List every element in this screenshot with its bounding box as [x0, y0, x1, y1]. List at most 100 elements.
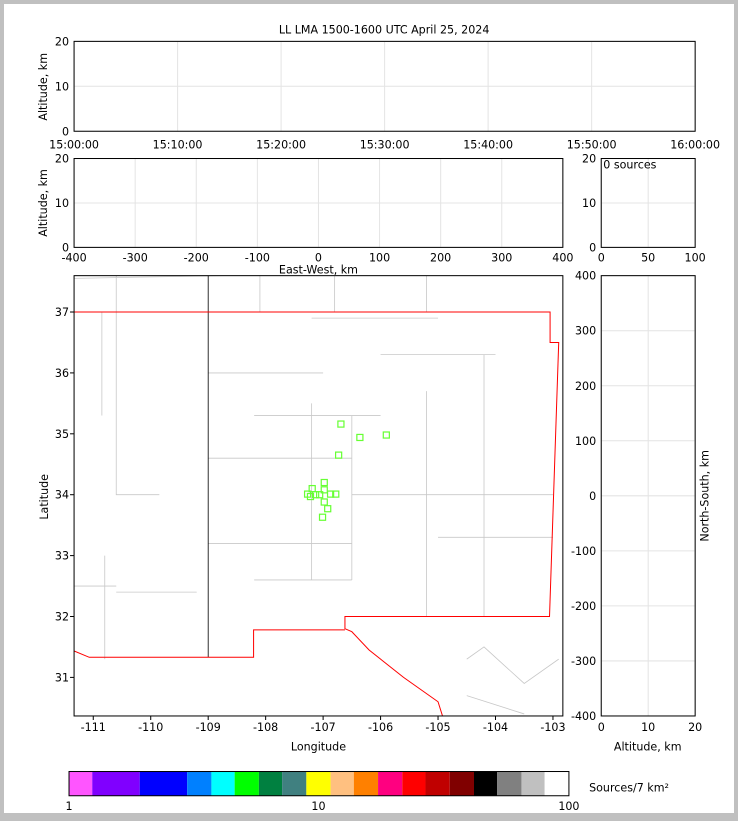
figure: LL LMA 1500-1600 UTC April 25, 2024 15:00…: [4, 4, 734, 813]
y-axis-label: North-South, km: [698, 450, 711, 542]
time-altitude-panel: [73, 40, 696, 132]
x-axis-label: Altitude, km: [614, 740, 682, 753]
y-tick-label: -100: [571, 545, 596, 558]
y-tick-label: -400: [571, 710, 596, 723]
colorbar-segment: [473, 771, 498, 796]
plan-view-panel: [73, 275, 564, 717]
colorbar-segment: [497, 771, 522, 796]
x-tick-label: -110: [138, 721, 163, 734]
y-tick-label: 0: [589, 490, 596, 503]
y-tick-label: 20: [55, 35, 69, 48]
x-tick-label: 15:10:00: [153, 138, 203, 151]
colorbar-segment: [402, 771, 426, 796]
y-tick-label: 36: [55, 367, 69, 380]
y-tick-label: 10: [55, 197, 69, 210]
colorbar-segment: [378, 771, 403, 796]
x-tick-label: 0: [315, 252, 322, 265]
y-tick-label: 0: [62, 241, 69, 254]
x-tick-label: -104: [483, 721, 508, 734]
x-tick-label: 400: [552, 252, 573, 265]
y-tick-label: -200: [571, 600, 596, 613]
map-borders: [74, 275, 560, 716]
colorbar-segment: [353, 771, 379, 796]
colorbar-tick-label: 10: [311, 800, 325, 813]
source-point: [316, 491, 324, 499]
lma-figure: LL LMA 1500-1600 UTC April 25, 2024 15:00…: [37, 23, 720, 813]
altitude-northsouth-panel: [600, 275, 696, 717]
colorbar-segment: [521, 771, 545, 796]
colorbar-segment: [234, 771, 259, 796]
source-point: [326, 490, 335, 498]
colorbar-segment: [449, 771, 474, 796]
y-tick-label: 33: [55, 550, 69, 563]
source-point: [324, 505, 332, 513]
source-point: [320, 486, 328, 494]
county-line: [466, 646, 559, 685]
chart-title: LL LMA 1500-1600 UTC April 25, 2024: [279, 23, 490, 36]
y-tick-label: 37: [55, 306, 69, 319]
x-tick-label: -105: [425, 721, 450, 734]
colorbar-segment: [306, 771, 331, 796]
y-tick-label: 35: [55, 428, 69, 441]
y-tick-label: 0: [62, 125, 69, 138]
colorbar-segment: [211, 771, 235, 796]
x-tick-label: 15:30:00: [360, 138, 410, 151]
county-line: [466, 695, 525, 715]
x-tick-label: 300: [491, 252, 512, 265]
colorbar-tick-label: 1: [65, 800, 72, 813]
network-boundary: [74, 311, 560, 716]
x-tick-label: 100: [685, 252, 706, 265]
x-tick-label: 15:50:00: [567, 138, 617, 151]
eastwest-altitude-panel: [73, 158, 564, 248]
x-tick-label: -107: [311, 721, 336, 734]
x-tick-label: 20: [688, 721, 702, 734]
x-tick-label: 50: [641, 252, 655, 265]
x-axis-label: Longitude: [291, 740, 346, 753]
county-line: [115, 275, 160, 496]
y-tick-label: 200: [575, 380, 596, 393]
x-tick-label: 15:40:00: [463, 138, 513, 151]
x-tick-label: -200: [184, 252, 209, 265]
x-tick-label: 0: [598, 721, 605, 734]
y-tick-label: 10: [582, 197, 596, 210]
y-tick-label: 10: [55, 80, 69, 93]
x-tick-label: -106: [368, 721, 393, 734]
y-axis-label: Altitude, km: [37, 169, 50, 237]
x-tick-label: 15:20:00: [256, 138, 306, 151]
colorbar-segment: [139, 771, 188, 796]
colorbar-tick-label: 100: [558, 800, 579, 813]
colorbar-segment: [282, 771, 307, 796]
colorbar-label: Sources/7 km²: [589, 782, 669, 795]
y-tick-label: 100: [575, 435, 596, 448]
colorbar-segment: [69, 771, 93, 796]
y-tick-label: 300: [575, 325, 596, 338]
y-tick-label: 32: [55, 611, 69, 624]
source-point: [306, 492, 315, 501]
colorbar-segment: [187, 771, 212, 796]
colorbar: [68, 771, 570, 797]
x-tick-label: -300: [123, 252, 148, 265]
colorbar-segment: [92, 771, 140, 796]
y-tick-label: 31: [55, 671, 69, 684]
colorbar-segment: [330, 771, 354, 796]
colorbar-segment: [258, 771, 283, 796]
source-point: [332, 490, 340, 498]
y-tick-label: 20: [582, 153, 596, 166]
x-tick-label: 100: [369, 252, 390, 265]
source-point: [356, 433, 364, 442]
x-tick-label: 200: [430, 252, 451, 265]
x-axis-label: East-West, km: [279, 264, 358, 277]
source-point: [312, 491, 320, 499]
source-point: [318, 513, 327, 521]
colorbar-segment: [425, 771, 450, 796]
y-tick-label: 34: [55, 489, 69, 502]
source-count: 0 sources: [603, 159, 656, 172]
x-tick-label: -103: [540, 721, 565, 734]
x-tick-label: 15:00:00: [49, 138, 99, 151]
source-point: [382, 431, 390, 439]
y-tick-label: -300: [571, 655, 596, 668]
x-tick-label: 0: [598, 252, 605, 265]
y-tick-label: 20: [55, 153, 69, 166]
y-tick-label: 0: [589, 241, 596, 254]
x-tick-label: 10: [641, 721, 655, 734]
